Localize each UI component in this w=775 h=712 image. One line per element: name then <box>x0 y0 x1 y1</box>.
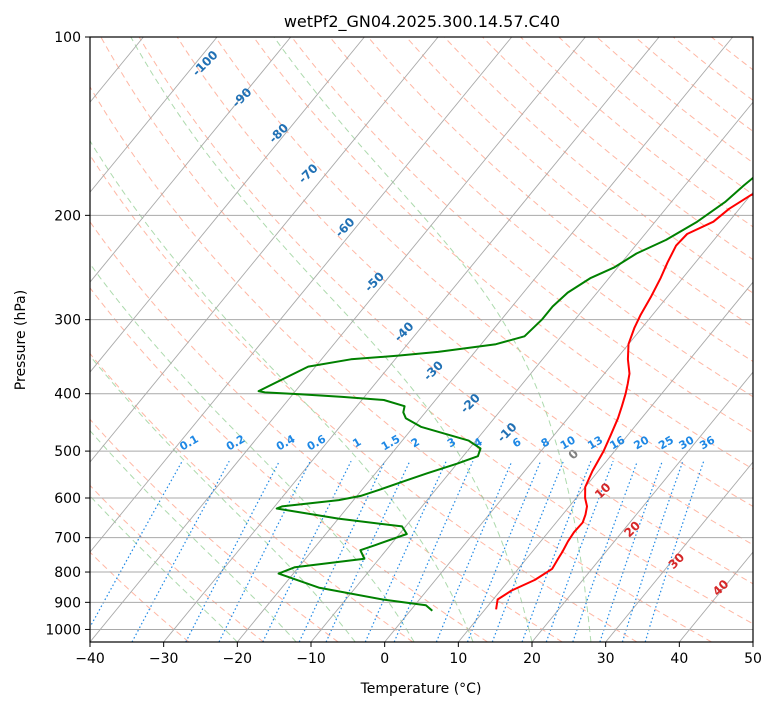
x-tick-label: 30 <box>597 651 615 667</box>
x-tick-label: 0 <box>380 651 389 667</box>
x-tick-label: −10 <box>296 651 326 667</box>
y-tick-label: 300 <box>54 313 81 329</box>
y-axis-label: Pressure (hPa) <box>13 290 29 390</box>
x-tick-label: −30 <box>149 651 179 667</box>
y-tick-label: 900 <box>54 595 81 611</box>
y-tick-label: 600 <box>54 491 81 507</box>
chart-title: wetPf2_GN04.2025.300.14.57.C40 <box>284 12 560 32</box>
x-tick-label: 40 <box>670 651 688 667</box>
x-axis-label: Temperature (°C) <box>360 681 482 697</box>
y-tick-label: 100 <box>54 30 81 46</box>
y-tick-label: 1000 <box>45 622 81 638</box>
x-tick-label: −40 <box>75 651 105 667</box>
y-tick-label: 700 <box>54 531 81 547</box>
y-tick-label: 200 <box>54 208 81 224</box>
y-tick-label: 800 <box>54 565 81 581</box>
y-tick-label: 400 <box>54 387 81 403</box>
x-tick-label: 20 <box>523 651 541 667</box>
x-tick-label: 10 <box>449 651 467 667</box>
x-tick-label: −20 <box>223 651 253 667</box>
x-tick-label: 50 <box>744 651 762 667</box>
y-tick-label: 500 <box>54 444 81 460</box>
